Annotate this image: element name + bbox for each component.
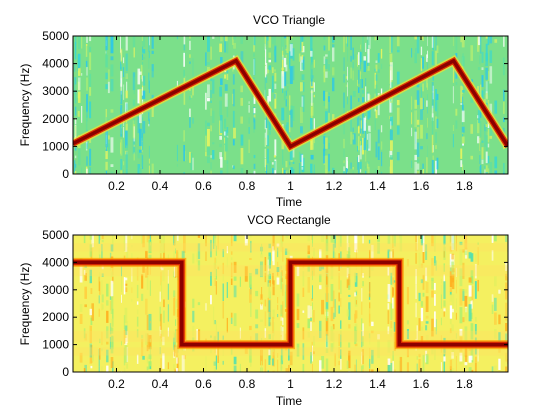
x-tick-label: 1.2 (326, 179, 343, 193)
x-tick-label: 0.2 (108, 179, 125, 193)
x-tick-label: 1 (287, 179, 294, 193)
y-tick-label: 3000 (42, 283, 69, 297)
x-tick-label: 0.8 (239, 377, 256, 391)
x-tick-label: 1.6 (413, 179, 430, 193)
x-axis-label: Time (276, 394, 303, 408)
y-tick-label: 4000 (42, 57, 69, 71)
chart-title: VCO Triangle (253, 13, 325, 27)
y-tick-label: 1000 (42, 338, 69, 352)
chart-title: VCO Rectangle (247, 213, 331, 227)
x-tick-label: 1 (287, 377, 294, 391)
x-tick-label: 1.8 (456, 377, 473, 391)
x-tick-label: 1.8 (456, 179, 473, 193)
x-tick-label: 0.6 (195, 179, 212, 193)
y-tick-label: 0 (62, 365, 69, 379)
x-tick-label: 1.4 (369, 179, 386, 193)
y-axis-label: Frequency (Hz) (18, 64, 32, 147)
y-tick-label: 4000 (42, 255, 69, 269)
x-tick-label: 1.2 (326, 377, 343, 391)
frequency-ridge (73, 58, 508, 149)
y-tick-label: 1000 (42, 139, 69, 153)
y-tick-label: 2000 (42, 112, 69, 126)
plot-area (73, 36, 508, 174)
x-tick-label: 1.4 (369, 377, 386, 391)
y-tick-label: 5000 (42, 29, 69, 43)
x-tick-label: 0.8 (239, 179, 256, 193)
plot-area (73, 235, 508, 372)
y-tick-label: 2000 (42, 310, 69, 324)
frequency-ridge (73, 260, 508, 347)
axes-vco-rectangle: VCO Rectangle Time Frequency (Hz) 0.2 0.4… (18, 213, 509, 408)
spectrogram-band (73, 347, 508, 356)
axes-vco-triangle: VCO Triangle Time Frequency (Hz) 0.2 0.4 0… (18, 13, 509, 209)
spectrogram-texture (74, 36, 508, 174)
x-tick-label: 1.6 (413, 377, 430, 391)
x-tick-label: 0.6 (195, 377, 212, 391)
x-tick-label: 0.4 (152, 179, 169, 193)
y-tick-label: 0 (62, 167, 69, 181)
x-tick-label: 0.2 (108, 377, 125, 391)
y-tick-label: 3000 (42, 84, 69, 98)
y-tick-label: 5000 (42, 228, 69, 242)
x-axis-label: Time (276, 195, 303, 209)
x-tick-label: 0.4 (152, 377, 169, 391)
y-axis-label: Frequency (Hz) (18, 263, 32, 346)
spectrogram-band (73, 243, 508, 252)
